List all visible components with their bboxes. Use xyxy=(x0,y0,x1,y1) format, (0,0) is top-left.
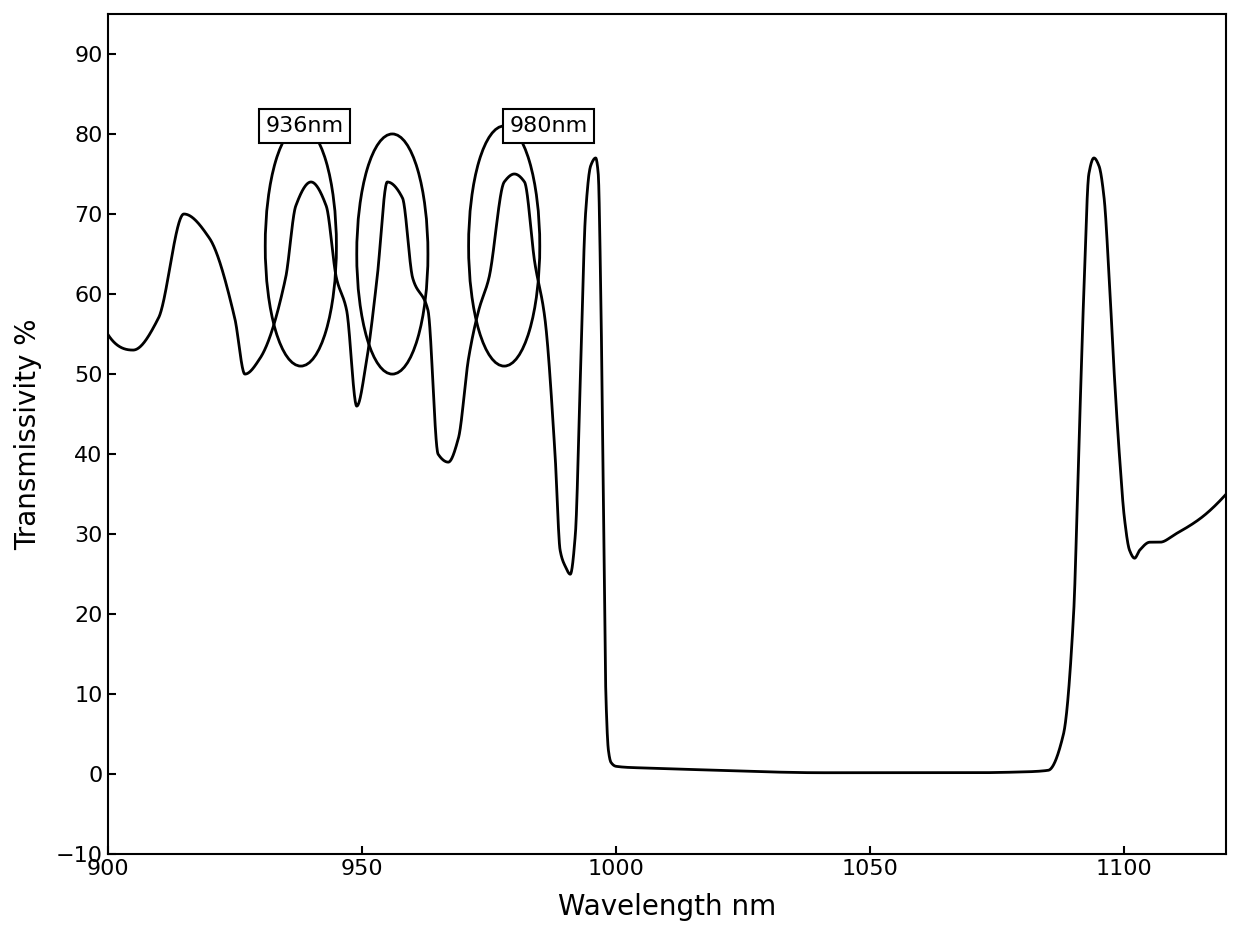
Y-axis label: Transmissivity %: Transmissivity % xyxy=(14,319,42,550)
X-axis label: Wavelength nm: Wavelength nm xyxy=(558,893,776,921)
Text: 980nm: 980nm xyxy=(510,116,588,136)
Text: 936nm: 936nm xyxy=(265,116,343,136)
